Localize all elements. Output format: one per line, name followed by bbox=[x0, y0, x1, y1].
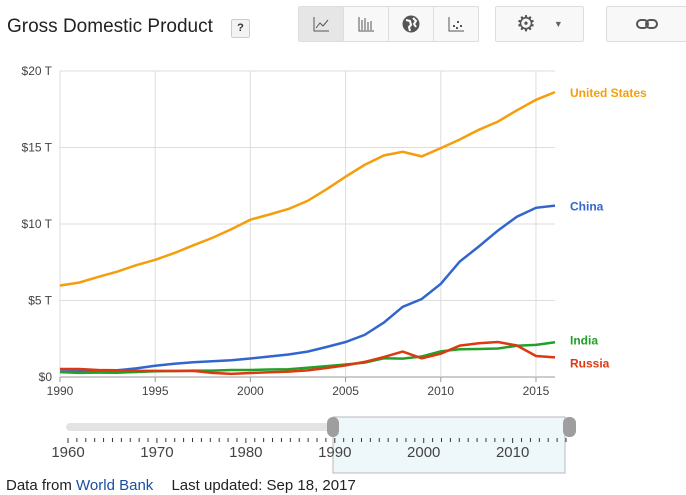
x-tick-label: 2005 bbox=[332, 384, 359, 398]
line-chart-view-button[interactable] bbox=[299, 7, 344, 41]
range-handle-start[interactable] bbox=[327, 417, 339, 437]
map-view-button[interactable] bbox=[389, 7, 434, 41]
line-chart-icon bbox=[313, 17, 329, 32]
x-tick-label: 1990 bbox=[47, 384, 74, 398]
timeline-slider[interactable]: 1960 1970 1980 1990 2000 2010 bbox=[0, 410, 686, 490]
chevron-down-icon: ▼ bbox=[553, 19, 563, 29]
series-label: China bbox=[570, 200, 604, 214]
series-label: United States bbox=[570, 86, 647, 100]
scatter-view-button[interactable] bbox=[434, 7, 478, 41]
timeline-tick-label: 1970 bbox=[140, 444, 173, 461]
link-icon bbox=[636, 19, 658, 29]
settings-button[interactable]: ⚙ ▼ bbox=[495, 6, 584, 42]
selected-range[interactable] bbox=[332, 416, 566, 474]
scatter-icon bbox=[448, 17, 464, 32]
range-handle-end[interactable] bbox=[563, 417, 576, 437]
bar-chart-icon bbox=[358, 17, 374, 32]
last-updated: Last updated: Sep 18, 2017 bbox=[171, 477, 356, 494]
series-label: India bbox=[570, 333, 598, 347]
timeline-tick-label: 1990 bbox=[318, 444, 351, 461]
map-icon bbox=[402, 15, 420, 33]
source-prefix: Data from bbox=[6, 477, 72, 494]
timeline-tick-label: 2000 bbox=[407, 444, 440, 461]
footer: Data from World Bank Last updated: Sep 1… bbox=[6, 477, 356, 494]
series-label: Russia bbox=[570, 356, 610, 370]
gdp-line-chart: $0 $5 T $10 T $15 T $20 T 1990 1995 2000 2005 201… bbox=[22, 64, 647, 398]
timeline-tick-label: 2010 bbox=[496, 444, 529, 461]
series-line-russia bbox=[60, 340, 556, 376]
timeline-tick-label: 1960 bbox=[51, 444, 84, 461]
x-tick-label: 2015 bbox=[523, 384, 550, 398]
y-tick-label: $5 T bbox=[28, 294, 52, 308]
x-tick-label: 1995 bbox=[142, 384, 169, 398]
source-link[interactable]: World Bank bbox=[76, 477, 154, 494]
x-tick-label: 2010 bbox=[427, 384, 454, 398]
series-line-united-states bbox=[59, 90, 556, 287]
series-line-china bbox=[59, 204, 556, 373]
link-button[interactable] bbox=[606, 6, 686, 42]
help-button[interactable]: ? bbox=[231, 19, 250, 38]
x-tick-label: 2000 bbox=[237, 384, 264, 398]
gear-icon: ⚙ bbox=[516, 11, 536, 36]
y-tick-label: $0 bbox=[39, 370, 53, 384]
timeline-tick-label: 1980 bbox=[229, 444, 262, 461]
page-title: Gross Domestic Product bbox=[7, 16, 213, 37]
y-tick-label: $20 T bbox=[22, 64, 53, 78]
bar-chart-view-button[interactable] bbox=[344, 7, 389, 41]
y-tick-label: $15 T bbox=[22, 141, 53, 155]
y-tick-label: $10 T bbox=[22, 217, 53, 231]
view-toolbar bbox=[298, 6, 479, 42]
